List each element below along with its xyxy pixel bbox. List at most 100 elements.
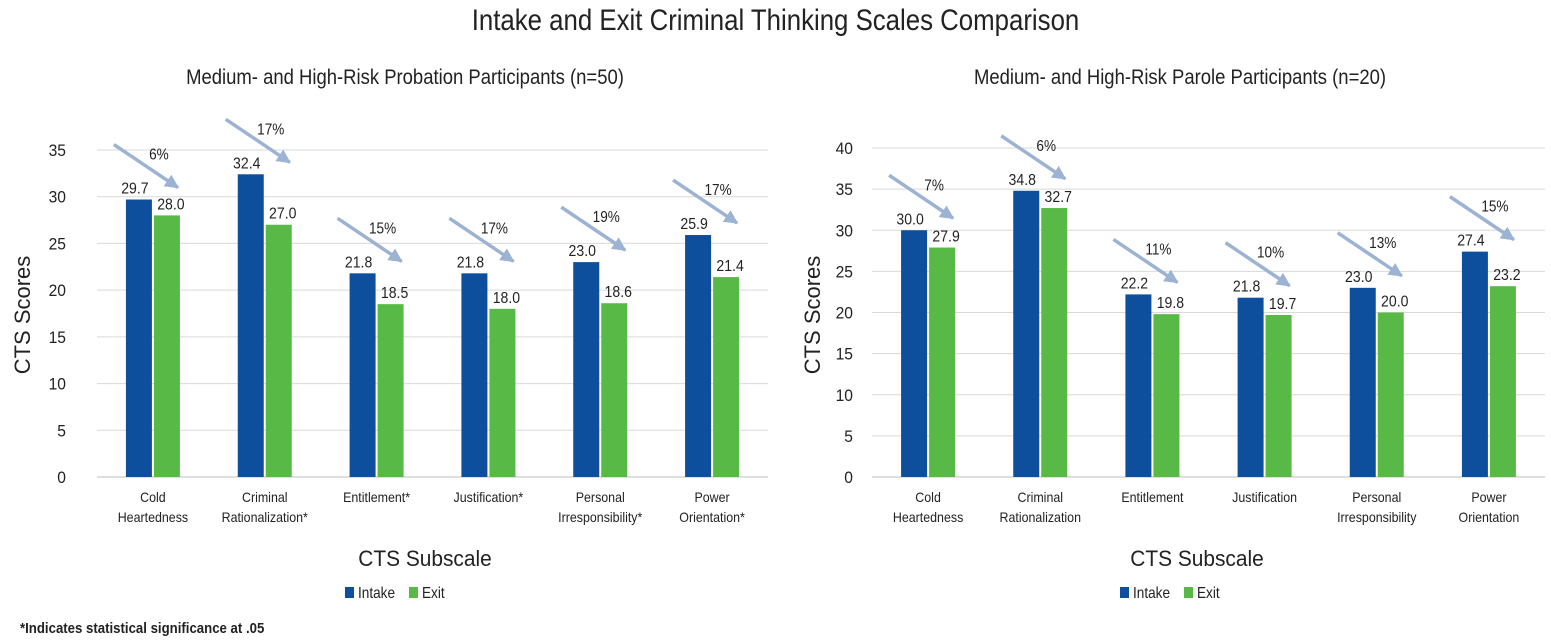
percent-change-label-group: 13% [1369, 235, 1396, 252]
data-label-exit: 23.2 [1493, 266, 1520, 284]
category-label: Heartedness [118, 510, 189, 526]
category-label: Cold [915, 490, 941, 506]
bar-exit [1153, 314, 1180, 477]
bar-exit [929, 247, 956, 477]
category-label: Orientation* [679, 510, 745, 526]
data-label-exit: 21.4 [716, 257, 743, 275]
percent-change-label: 7% [924, 177, 944, 194]
category-label: Heartedness [893, 510, 964, 526]
percent-change-label-group: 6% [1036, 138, 1056, 155]
main-title: Intake and Exit Criminal Thinking Scales… [471, 4, 1080, 37]
percent-change-label: 6% [149, 147, 169, 164]
bar-exit [265, 224, 292, 477]
y-tick-label-group: 15 [49, 328, 66, 347]
category-label-group: Orientation* [679, 510, 745, 526]
bar-exit [601, 303, 628, 477]
legend-label-intake: Intake [358, 585, 395, 602]
data-label-intake: 21.8 [345, 254, 372, 272]
x-axis-label-group: CTS Subscale [358, 547, 491, 572]
data-label-intake: 22.2 [1121, 275, 1148, 293]
change-arrow [1000, 134, 1067, 181]
category-label-group: Criminal [1017, 490, 1063, 506]
data-label-intake: 21.8 [457, 254, 484, 272]
category-label: Irresponsibility [1337, 510, 1417, 526]
y-tick-label: 0 [844, 468, 853, 487]
percent-change-label: 13% [1369, 235, 1396, 252]
data-label-intake-group: 29.7 [121, 180, 148, 198]
chart-title: Medium- and High-Risk Probation Particip… [186, 66, 624, 89]
y-tick-label: 30 [836, 222, 853, 241]
percent-change-label: 19% [593, 209, 620, 226]
percent-change-label-group: 15% [1481, 199, 1508, 216]
category-label-group: Heartedness [118, 510, 189, 526]
data-label-intake-group: 21.8 [1233, 278, 1260, 296]
y-tick-label-group: 20 [49, 282, 66, 301]
percent-change-label: 15% [1481, 199, 1508, 216]
y-tick-label: 15 [836, 345, 853, 364]
category-label: Criminal [1017, 490, 1063, 506]
percent-change-label: 6% [1036, 138, 1056, 155]
data-label-exit-group: 27.9 [932, 228, 959, 246]
data-label-intake-group: 23.0 [1345, 268, 1372, 286]
legend-label-intake-group: Intake [358, 585, 395, 602]
y-tick-label: 20 [836, 304, 853, 323]
change-arrow [672, 178, 739, 225]
bar-intake [125, 199, 152, 477]
category-label: Rationalization* [222, 510, 308, 526]
chart-title-group: Medium- and High-Risk Parole Participant… [974, 66, 1386, 89]
change-arrow [1224, 241, 1291, 288]
percent-change-label: 15% [369, 220, 396, 237]
category-label-group: Power [694, 490, 730, 506]
data-label-exit: 28.0 [157, 196, 184, 214]
percent-change-label-group: 17% [257, 121, 284, 138]
data-label-intake-group: 23.0 [569, 242, 596, 260]
category-label: Personal [576, 490, 625, 506]
data-label-exit: 27.0 [269, 205, 296, 223]
bar-exit [377, 304, 404, 477]
category-label: Entitlement* [343, 490, 410, 506]
bar-exit [1265, 314, 1292, 477]
data-label-intake-group: 21.8 [345, 254, 372, 272]
y-tick-label-group: 35 [836, 181, 853, 200]
bar-intake [349, 273, 376, 477]
data-label-exit: 27.9 [932, 228, 959, 246]
y-axis-label: CTS Scores [800, 256, 825, 375]
y-tick-label-group: 20 [836, 304, 853, 323]
change-arrow [888, 173, 955, 220]
category-label: Rationalization [1000, 510, 1081, 526]
category-label: Personal [1352, 490, 1401, 506]
data-label-exit-group: 21.4 [716, 257, 743, 275]
bar-intake [573, 262, 600, 477]
data-label-intake: 21.8 [1233, 278, 1260, 296]
x-axis-label-group: CTS Subscale [1130, 547, 1263, 572]
bar-exit [713, 277, 740, 477]
data-label-exit: 32.7 [1045, 188, 1072, 206]
y-tick-label-group: 0 [844, 468, 853, 487]
percent-change-label-group: 11% [1145, 241, 1171, 258]
legend-label-exit: Exit [422, 585, 445, 602]
category-label-group: Personal [576, 490, 625, 506]
data-label-intake: 32.4 [233, 154, 260, 172]
category-label: Criminal [242, 490, 288, 506]
bar-exit [1041, 208, 1068, 478]
y-tick-label-group: 10 [836, 386, 853, 405]
y-tick-label: 30 [49, 188, 66, 207]
data-label-intake-group: 32.4 [233, 154, 260, 172]
y-tick-label: 25 [836, 263, 853, 282]
legend-label-intake: Intake [1133, 585, 1170, 602]
category-label-group: Heartedness [893, 510, 964, 526]
data-label-intake: 27.4 [1457, 232, 1484, 250]
y-tick-label: 5 [57, 422, 66, 441]
y-tick-label: 35 [49, 141, 66, 160]
bar-intake [461, 273, 488, 477]
percent-change-label-group: 6% [149, 147, 169, 164]
data-label-intake-group: 30.0 [896, 210, 923, 228]
data-label-intake: 30.0 [896, 210, 923, 228]
category-label: Irresponsibility* [558, 510, 642, 526]
data-label-exit-group: 32.7 [1045, 188, 1072, 206]
percent-change-label-group: 7% [924, 177, 944, 194]
category-label-group: Entitlement* [343, 490, 410, 506]
category-label-group: Cold [140, 490, 166, 506]
data-label-intake: 23.0 [569, 242, 596, 260]
category-label: Power [1471, 490, 1507, 506]
